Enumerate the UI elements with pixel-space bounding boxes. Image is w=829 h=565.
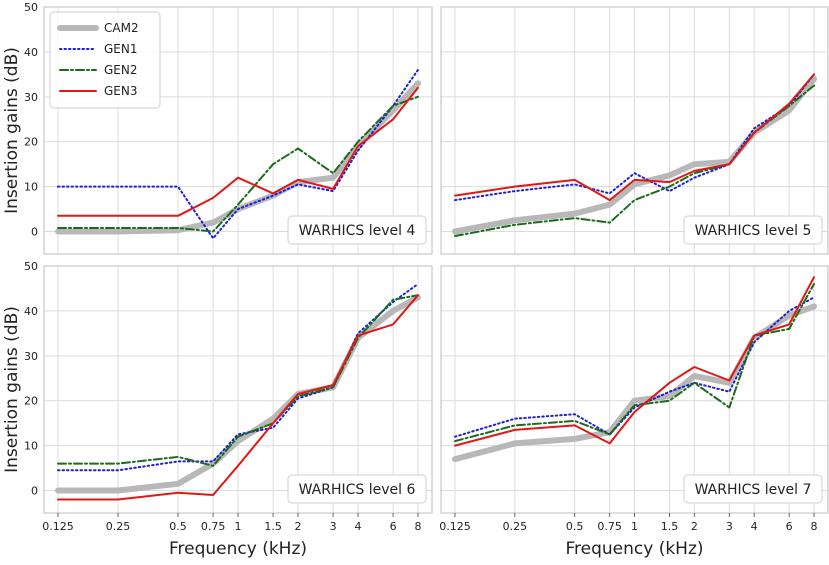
x-tick-label: 2 <box>295 520 302 533</box>
x-tick-label: 1.5 <box>661 520 679 533</box>
series-line-cam2 <box>452 75 817 235</box>
series-line-gen1 <box>57 283 419 472</box>
series-line-gen3 <box>57 294 419 501</box>
panel-frame <box>43 6 433 255</box>
series-line-gen2 <box>454 283 815 443</box>
panel-frame <box>440 6 829 255</box>
y-tick-label: 50 <box>24 1 38 14</box>
y-tick-label: 0 <box>31 485 38 498</box>
x-tick-label: 0.75 <box>201 520 226 533</box>
x-axis-title: Frequency (kHz) <box>169 539 307 559</box>
series-line-gen3 <box>454 73 815 202</box>
y-tick-label: 20 <box>24 395 38 408</box>
x-tick-label: 4 <box>751 520 758 533</box>
y-tick-label: 50 <box>24 260 38 273</box>
x-tick-label: 2 <box>691 520 698 533</box>
series-line-cam2 <box>452 303 817 463</box>
x-tick-label: 1 <box>235 520 242 533</box>
chart-panel-1: 0 10 20 30 40 50 Insertion gains (dB) WARHICS l… <box>2 1 433 255</box>
chart-panel-3: 0 10 20 30 40 50 0.125 0.25 0.5 0.75 1 1.5 2 3 4 6 8 Freq… <box>2 260 433 559</box>
chart-panel-2: WARHICS level 5 <box>440 6 829 255</box>
y-tick-label: 30 <box>24 350 38 363</box>
x-tick-label: 0.25 <box>106 520 131 533</box>
x-axis-title: Frequency (kHz) <box>565 539 703 559</box>
legend-label: GEN3 <box>104 84 138 98</box>
chart-panel-4: 0.125 0.25 0.5 0.75 1 1.5 2 3 4 6 8 Frequency (kHz)… <box>439 265 829 559</box>
panel-label: WARHICS level 5 <box>695 223 812 239</box>
legend-label: CAM2 <box>104 21 139 35</box>
x-tick-label: 8 <box>415 520 422 533</box>
x-tick-label: 0.125 <box>42 520 74 533</box>
x-tick-label: 8 <box>811 520 818 533</box>
panel-label-box <box>683 474 823 504</box>
y-tick-label: 10 <box>24 181 38 194</box>
y-tick-label: 20 <box>24 136 38 149</box>
legend-label: GEN1 <box>104 42 138 56</box>
series-line-gen3 <box>57 86 419 217</box>
series-line-gen2 <box>57 95 419 233</box>
series-line-gen1 <box>454 73 815 202</box>
panel-label-box <box>287 215 427 245</box>
y-tick-label: 30 <box>24 91 38 104</box>
x-tick-label: 3 <box>726 520 733 533</box>
legend: CAM2 GEN1 GEN2 GEN3 <box>49 11 161 109</box>
x-tick-label: 1.5 <box>264 520 282 533</box>
x-tick-label: 0.25 <box>503 520 528 533</box>
panel-label: WARHICS level 4 <box>299 223 416 239</box>
y-tick-label: 10 <box>24 440 38 453</box>
series-line-cam2 <box>55 294 421 494</box>
y-tick-label: 40 <box>24 305 38 318</box>
series-line-gen1 <box>57 68 419 240</box>
x-tick-label: 3 <box>330 520 337 533</box>
x-tick-label: 4 <box>355 520 362 533</box>
x-tick-label: 6 <box>390 520 397 533</box>
y-axis-title: Insertion gains (dB) <box>2 47 22 214</box>
y-axis-title: Insertion gains (dB) <box>2 306 22 473</box>
x-tick-label: 6 <box>786 520 793 533</box>
panel-label-box <box>683 215 823 245</box>
x-tick-label: 0.125 <box>439 520 471 533</box>
y-tick-label: 0 <box>31 226 38 239</box>
x-tick-label: 1 <box>631 520 638 533</box>
x-tick-label: 0.75 <box>597 520 622 533</box>
legend-label: GEN2 <box>104 63 138 77</box>
series-line-gen3 <box>454 276 815 447</box>
panel-label-box <box>287 474 427 504</box>
legend-box <box>49 11 161 109</box>
x-tick-label: 0.5 <box>566 520 584 533</box>
panel-label: WARHICS level 7 <box>695 482 812 498</box>
x-tick-label: 0.5 <box>169 520 187 533</box>
panel-label: WARHICS level 6 <box>299 482 416 498</box>
y-tick-label: 40 <box>24 46 38 59</box>
